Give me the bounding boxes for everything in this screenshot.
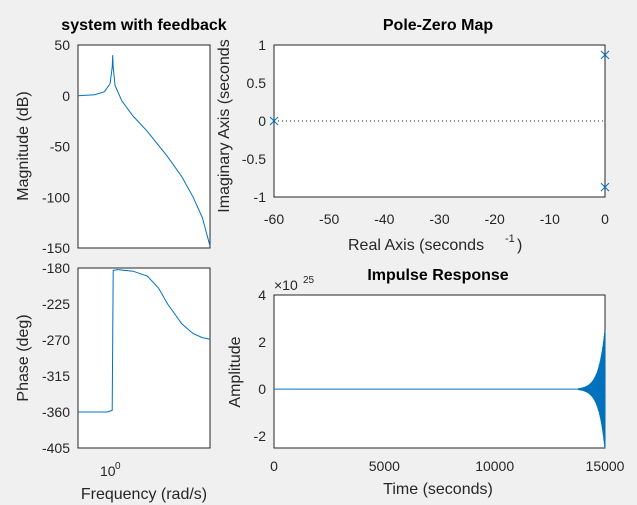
- pole-zero-axes: [273, 44, 606, 198]
- impulse-panel: Impulse Response Amplitude Time (seconds…: [227, 267, 625, 498]
- bode-title: system with feedback: [61, 17, 227, 34]
- phase-ytick-1: -225: [42, 296, 70, 312]
- pole-zero-xtick-5: -10: [540, 211, 560, 227]
- pole-zero-xtick-0: -60: [264, 211, 284, 227]
- impulse-xtick-0: 0: [270, 458, 278, 474]
- pole-zero-panel: Pole-Zero Map Imaginary Axis (seconds Re…: [216, 17, 610, 254]
- pole-zero-xlabel-suffix: ): [517, 237, 522, 254]
- magnitude-panel: system with feedback Magnitude (dB) 50 0 -…: [15, 17, 227, 256]
- pole-zero-ytick-3: -0.5: [242, 151, 266, 167]
- pole-marker-0: [269, 116, 279, 126]
- pole-zero-xtick-1: -50: [319, 211, 339, 227]
- pole-zero-xtick-2: -40: [374, 211, 394, 227]
- phase-ytick-2: -270: [42, 332, 70, 348]
- pole-markers: [269, 50, 610, 192]
- impulse-axes: [273, 294, 606, 449]
- phase-panel: Phase (deg) Frequency (rad/s) 10 0 -180-…: [15, 260, 211, 503]
- impulse-ytick-1: 2: [258, 334, 266, 350]
- phase-series-line: [78, 269, 211, 413]
- phase-xtick-exp: 0: [115, 461, 121, 472]
- magnitude-ytick-3: -100: [42, 189, 70, 205]
- impulse-xlabel: Time (seconds): [383, 481, 493, 498]
- magnitude-axes: [77, 44, 211, 249]
- magnitude-series-line: [77, 55, 211, 247]
- pole-zero-xlabel-prefix: Real Axis (seconds: [348, 237, 484, 254]
- magnitude-ytick-2: -50: [50, 139, 70, 155]
- impulse-xtick-1: 5000: [369, 458, 400, 474]
- impulse-multiplier-base: ×10: [274, 277, 298, 293]
- pole-zero-title: Pole-Zero Map: [383, 17, 493, 34]
- pole-zero-ytick-labels: 1 0.5 0 -0.5 -1: [242, 37, 266, 205]
- impulse-oscillation-burst: [578, 329, 606, 449]
- pole-zero-xtick-3: -30: [429, 211, 449, 227]
- pole-zero-xlabel-exp: -1: [505, 233, 515, 245]
- pole-zero-ylabel: Imaginary Axis (seconds: [216, 39, 233, 212]
- phase-ytick-5: -405: [42, 440, 70, 456]
- impulse-ylabel: Amplitude: [227, 336, 244, 407]
- pole-zero-ytick-0: 1: [258, 37, 266, 53]
- impulse-ytick-labels: 4 2 0 -2: [254, 287, 267, 444]
- pole-marker-2: [600, 182, 610, 192]
- magnitude-ytick-1: 0: [62, 88, 70, 104]
- pole-marker-1: [600, 50, 610, 60]
- magnitude-ylabel: Magnitude (dB): [15, 91, 32, 200]
- impulse-ytick-2: 0: [258, 381, 266, 397]
- impulse-burst-path: [578, 329, 606, 449]
- impulse-ytick-0: 4: [258, 287, 266, 303]
- impulse-ytick-3: -2: [254, 428, 267, 444]
- phase-ytick-labels: -180 -225 -270 -315 -360 -405: [42, 260, 70, 456]
- magnitude-ytick-4: -150: [42, 240, 70, 256]
- impulse-multiplier-exp: 25: [303, 275, 315, 286]
- phase-xtick-base: 10: [100, 463, 116, 479]
- impulse-xtick-3: 15000: [586, 458, 625, 474]
- phase-ytick-3: -315: [42, 368, 70, 384]
- phase-ylabel: Phase (deg): [15, 314, 32, 401]
- pole-zero-xtick-6: 0: [601, 211, 609, 227]
- impulse-xtick-labels: 0 5000 10000 15000: [270, 458, 625, 474]
- bode-xlabel: Frequency (rad/s): [81, 486, 207, 503]
- pole-zero-ytick-1: 0.5: [247, 75, 267, 91]
- impulse-title: Impulse Response: [367, 267, 508, 284]
- pole-zero-xtick-4: -20: [485, 211, 505, 227]
- pole-zero-ytick-2: 0: [258, 113, 266, 129]
- pole-zero-xlabel: Real Axis (seconds -1 ): [348, 233, 522, 254]
- phase-axes: [77, 267, 211, 449]
- phase-ytick-4: -360: [42, 404, 70, 420]
- pole-zero-ytick-4: -1: [254, 189, 267, 205]
- magnitude-ytick-0: 50: [54, 37, 70, 53]
- phase-ytick-0: -180: [42, 260, 70, 276]
- impulse-xtick-2: 10000: [475, 458, 514, 474]
- magnitude-ytick-labels: 50 0 -50 -100 -150: [42, 37, 70, 256]
- pole-zero-xtick-labels: -60 -50 -40 -30 -20 -10 0: [264, 211, 609, 227]
